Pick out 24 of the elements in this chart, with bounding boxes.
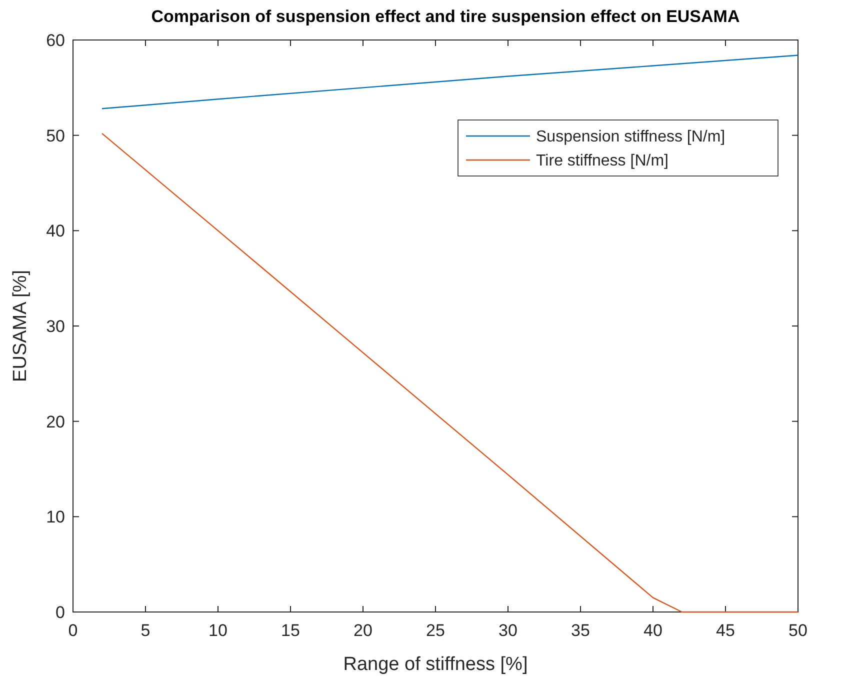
line-series	[101, 54, 799, 110]
x-tick-label: 35	[571, 621, 590, 640]
legend-label: Suspension stiffness [N/m]	[536, 128, 726, 146]
x-tick-label: 0	[68, 621, 78, 640]
y-tick-label: 30	[46, 316, 65, 336]
legend-label: Tire stiffness [N/m]	[536, 152, 668, 170]
y-tick-label: 20	[46, 412, 65, 432]
x-tick-label: 45	[716, 621, 735, 640]
y-tick-label: 40	[46, 222, 65, 241]
x-tick-label: 30	[498, 621, 518, 640]
x-tick-label: 20	[354, 621, 372, 640]
x-tick-label: 40	[644, 621, 662, 640]
y-tick-label: 10	[46, 508, 65, 527]
y-tick-label: 60	[46, 30, 65, 50]
y-tick-label: 0	[56, 602, 65, 622]
x-tick-label: 5	[140, 621, 150, 640]
x-tick-label: 50	[788, 621, 808, 640]
y-axis-title: EUSAMA [%]	[10, 270, 31, 382]
x-tick-label: 25	[426, 621, 445, 640]
x-tick-label: 10	[208, 621, 228, 640]
x-axis-title: Range of stiffness [%]	[343, 654, 528, 675]
chart-title: Comparison of suspension effect and tire suspension effect on EUSAMA	[151, 7, 740, 26]
x-tick-label: 15	[281, 621, 300, 640]
y-tick-label: 50	[46, 126, 65, 146]
